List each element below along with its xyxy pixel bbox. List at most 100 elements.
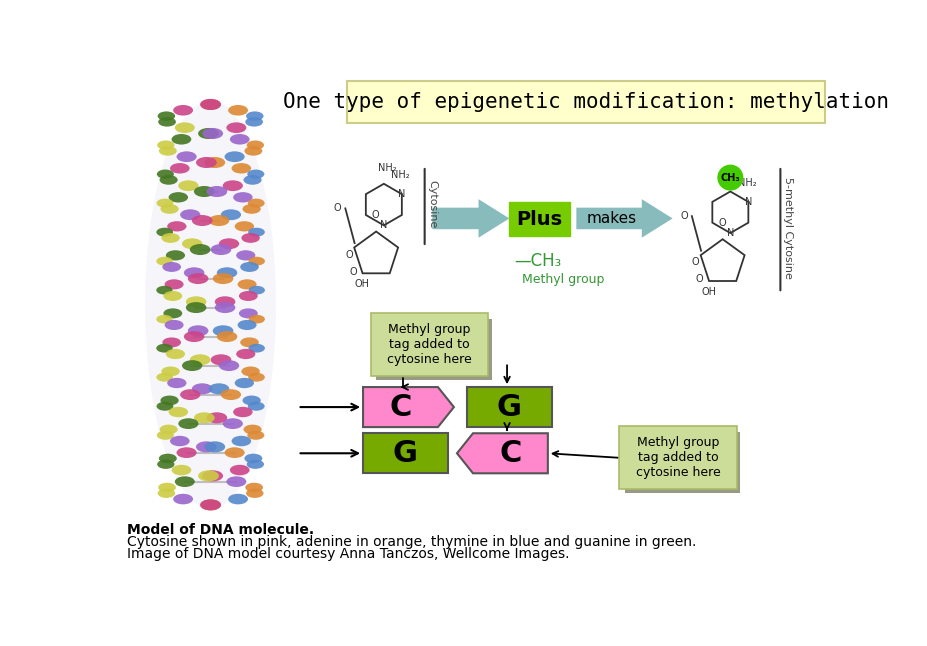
Ellipse shape — [243, 204, 260, 214]
Ellipse shape — [239, 291, 258, 301]
Ellipse shape — [159, 424, 178, 434]
Polygon shape — [577, 199, 673, 238]
Ellipse shape — [162, 262, 181, 272]
Ellipse shape — [226, 476, 247, 487]
Ellipse shape — [165, 279, 184, 289]
Ellipse shape — [192, 215, 212, 226]
Ellipse shape — [228, 494, 248, 505]
Ellipse shape — [185, 297, 207, 307]
Ellipse shape — [248, 169, 264, 179]
Ellipse shape — [182, 360, 202, 371]
FancyBboxPatch shape — [371, 313, 488, 376]
Ellipse shape — [228, 105, 248, 116]
Text: Image of DNA model courtesy Anna Tanczos, Wellcome Images.: Image of DNA model courtesy Anna Tanczos… — [127, 547, 570, 561]
Ellipse shape — [247, 460, 264, 469]
Text: NH₂: NH₂ — [738, 178, 756, 188]
Ellipse shape — [162, 337, 181, 348]
Text: C: C — [389, 393, 412, 422]
Ellipse shape — [200, 99, 221, 110]
Text: Methyl group
tag added to
cytosine here: Methyl group tag added to cytosine here — [636, 437, 720, 479]
Ellipse shape — [241, 233, 260, 243]
Ellipse shape — [219, 360, 239, 371]
Text: O: O — [334, 203, 341, 213]
Ellipse shape — [200, 99, 221, 110]
Ellipse shape — [178, 180, 198, 191]
FancyBboxPatch shape — [619, 426, 737, 490]
Text: O: O — [346, 249, 353, 260]
FancyBboxPatch shape — [347, 81, 825, 123]
Ellipse shape — [175, 122, 195, 133]
Text: O: O — [718, 218, 726, 227]
Text: CH₃: CH₃ — [720, 172, 740, 183]
Ellipse shape — [246, 111, 263, 121]
Ellipse shape — [161, 233, 180, 243]
Text: OH: OH — [702, 287, 717, 297]
Ellipse shape — [171, 134, 191, 145]
Ellipse shape — [232, 163, 251, 174]
Ellipse shape — [159, 175, 178, 185]
Ellipse shape — [157, 169, 174, 179]
Text: N: N — [399, 189, 405, 199]
Ellipse shape — [190, 354, 210, 365]
Ellipse shape — [194, 412, 215, 423]
Ellipse shape — [160, 204, 179, 214]
Polygon shape — [457, 433, 548, 474]
Ellipse shape — [184, 267, 204, 278]
Ellipse shape — [248, 344, 265, 353]
Text: Methyl group
tag added to
cytosine here: Methyl group tag added to cytosine here — [387, 323, 472, 366]
Text: OH: OH — [355, 279, 370, 289]
Ellipse shape — [173, 105, 193, 116]
Ellipse shape — [248, 227, 265, 236]
Ellipse shape — [194, 186, 215, 197]
Ellipse shape — [192, 383, 212, 394]
Text: Plus: Plus — [516, 210, 563, 229]
Ellipse shape — [243, 395, 260, 405]
Text: NH₂: NH₂ — [391, 171, 410, 180]
Text: Model of DNA molecule.: Model of DNA molecule. — [127, 523, 314, 537]
Ellipse shape — [248, 373, 265, 382]
Text: Methyl group: Methyl group — [523, 273, 604, 286]
Ellipse shape — [176, 447, 197, 458]
Ellipse shape — [235, 378, 254, 388]
Text: O: O — [349, 267, 357, 276]
Text: G: G — [393, 439, 418, 468]
Ellipse shape — [184, 331, 204, 342]
Text: C: C — [500, 439, 522, 468]
Ellipse shape — [159, 117, 176, 127]
Ellipse shape — [161, 366, 180, 377]
Ellipse shape — [157, 227, 173, 236]
Ellipse shape — [163, 308, 183, 318]
Ellipse shape — [157, 256, 172, 266]
Text: N: N — [744, 197, 752, 207]
Ellipse shape — [235, 221, 254, 231]
Ellipse shape — [234, 192, 253, 202]
Ellipse shape — [180, 209, 200, 220]
Ellipse shape — [248, 315, 265, 324]
Ellipse shape — [246, 483, 263, 492]
Ellipse shape — [236, 349, 255, 359]
Ellipse shape — [159, 483, 176, 492]
Ellipse shape — [165, 320, 184, 330]
Text: Cytosine shown in pink, adenine in orange, thymine in blue and guanine in green.: Cytosine shown in pink, adenine in orang… — [127, 535, 697, 549]
Ellipse shape — [167, 378, 186, 388]
Ellipse shape — [188, 326, 209, 337]
Ellipse shape — [170, 436, 190, 446]
Ellipse shape — [166, 349, 185, 359]
Ellipse shape — [207, 186, 227, 197]
Ellipse shape — [205, 441, 225, 452]
Ellipse shape — [248, 431, 264, 440]
Ellipse shape — [173, 494, 193, 505]
Text: Cytosine: Cytosine — [427, 180, 438, 229]
Ellipse shape — [205, 157, 225, 168]
Ellipse shape — [226, 122, 247, 133]
Text: O: O — [680, 211, 688, 221]
Ellipse shape — [198, 470, 219, 481]
Ellipse shape — [248, 198, 265, 207]
Ellipse shape — [157, 286, 172, 295]
Ellipse shape — [245, 453, 262, 463]
Ellipse shape — [175, 476, 195, 487]
Ellipse shape — [240, 337, 259, 348]
Ellipse shape — [185, 302, 207, 313]
Ellipse shape — [222, 418, 243, 429]
Ellipse shape — [159, 146, 177, 156]
